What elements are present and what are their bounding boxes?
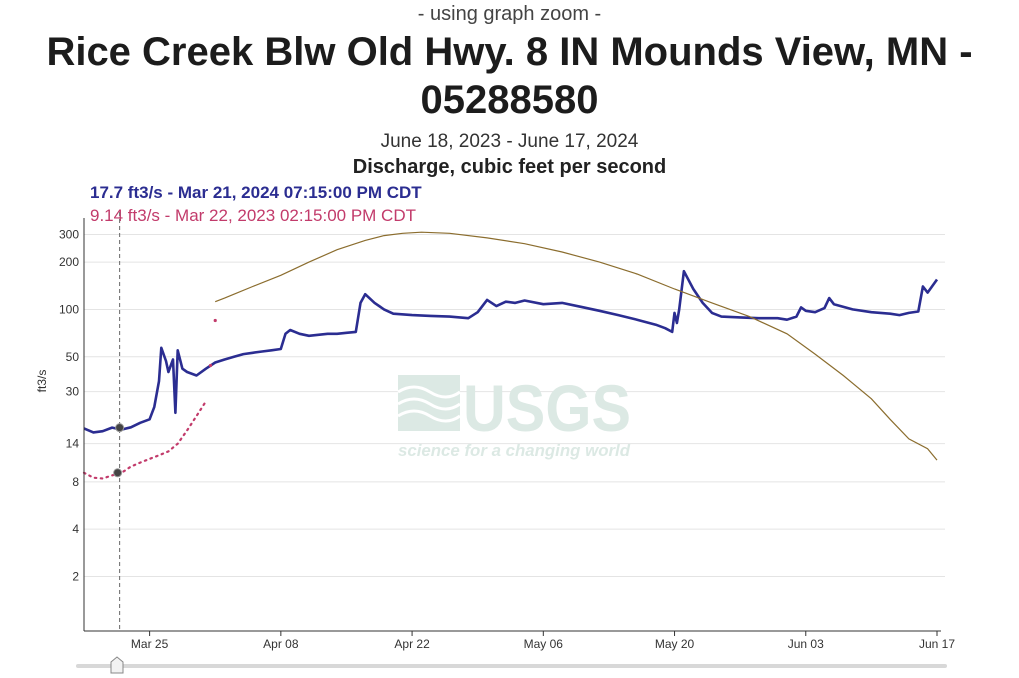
zoom-note: - using graph zoom - <box>417 3 602 25</box>
cursor-current-marker <box>115 423 125 433</box>
cursor-previous-marker <box>113 468 123 478</box>
y-tick-label: 300 <box>59 227 79 241</box>
usgs-tagline: science for a changing world <box>398 441 631 460</box>
slider-handle[interactable] <box>110 656 124 674</box>
tooltip-current-value: 17.7 ft3/s - Mar 21, 2024 07:15:00 PM CD… <box>90 183 422 202</box>
tooltip-previous-value: 9.14 ft3/s - Mar 22, 2023 02:15:00 PM CD… <box>90 206 416 225</box>
series-layer <box>82 231 939 480</box>
y-tick-label: 50 <box>66 350 80 364</box>
x-tick-label: Mar 25 <box>131 637 169 651</box>
y-tick-label: 4 <box>72 522 79 536</box>
x-tick-label: May 20 <box>655 637 695 651</box>
y-tick-label: 14 <box>66 437 80 451</box>
axis-layer: 2 4 8 14 30 50 100 200 300 Mar 25 Apr 08 Apr 22 May … <box>59 212 955 651</box>
current-series-line <box>83 269 939 434</box>
usgs-logo-text: USGS <box>463 371 631 445</box>
median-series-line <box>214 231 938 461</box>
date-range: June 18, 2023 - June 17, 2024 <box>380 131 639 152</box>
usgs-watermark: USGS science for a changing world <box>397 371 631 460</box>
previous-series-point <box>208 363 213 368</box>
usgs-logo-waves-icon <box>397 375 461 431</box>
y-tick-label: 8 <box>72 475 79 489</box>
x-tick-label: May 06 <box>524 637 564 651</box>
previous-series-line <box>82 400 207 480</box>
chart-title: Rice Creek Blw Old Hwy. 8 IN Mounds View… <box>46 30 973 122</box>
x-tick-label: Apr 08 <box>263 637 299 651</box>
y-tick-label: 100 <box>59 302 79 316</box>
y-tick-label: 2 <box>72 569 79 583</box>
x-tick-label: Apr 22 <box>394 637 430 651</box>
x-tick-label: Jun 17 <box>919 637 955 651</box>
y-tick-label: 200 <box>59 255 79 269</box>
y-axis-label: ft3/s <box>35 370 49 393</box>
brush-slider[interactable] <box>76 656 947 674</box>
previous-series-point <box>213 318 217 323</box>
x-tick-label: Jun 03 <box>788 637 824 651</box>
y-tick-label: 30 <box>66 385 80 399</box>
slider-track[interactable] <box>76 664 947 668</box>
grid-layer <box>84 233 945 577</box>
parameter-label: Discharge, cubic feet per second <box>352 156 667 178</box>
